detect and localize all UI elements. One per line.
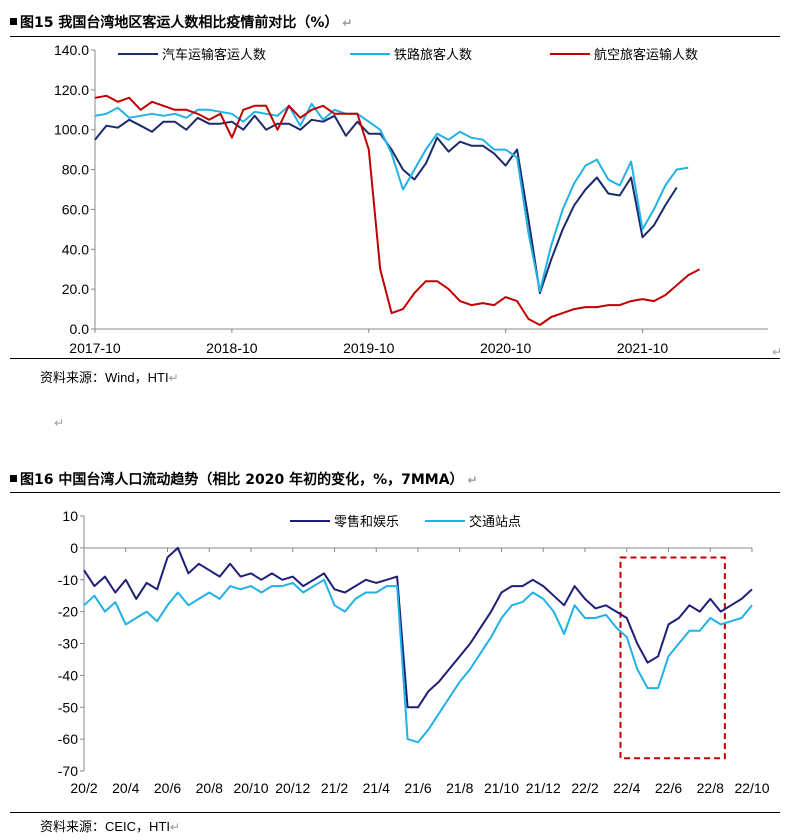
fig16-source: 资料来源：CEIC，HTI↵ <box>40 819 181 834</box>
fig16-x-tick-label: 20/10 <box>233 780 268 796</box>
fig15-series-line-3 <box>94 94 701 326</box>
fig16-y-tick-label: -70 <box>58 763 78 779</box>
fig16-x-tick-label: 20/8 <box>196 780 223 796</box>
fig16-highlight-box <box>619 556 726 760</box>
fig16-x-tick-label: 22/6 <box>655 780 682 796</box>
bullet-square-icon <box>10 17 17 25</box>
fig16-x-tick-label: 22/8 <box>697 780 724 796</box>
fig16-x-tick-label: 21/2 <box>321 780 348 796</box>
fig16-x-tick-label: 20/4 <box>112 780 139 796</box>
fig16-y-tick-label: -40 <box>58 667 78 683</box>
fig15-top-rule <box>10 36 780 37</box>
fig16-y-tick-label: 10 <box>62 508 78 524</box>
fig15-y-tick-label: 100.0 <box>54 122 89 138</box>
fig16-x-tick-label: 21/10 <box>484 780 519 796</box>
fig16-x-tick-label: 21/12 <box>526 780 561 796</box>
fig16-x-tick-label: 21/4 <box>363 780 390 796</box>
fig16-y-tick-label: -10 <box>58 572 78 588</box>
fig16-bottom-rule <box>10 812 780 813</box>
fig16-x-tick-label: 20/6 <box>154 780 181 796</box>
fig16-y-tick-label: -50 <box>58 699 78 715</box>
fig16-x-tick-label: 22/4 <box>613 780 640 796</box>
fig16-y-tick-label: -20 <box>58 604 78 620</box>
fig16-x-tick-label: 20/12 <box>275 780 310 796</box>
fig16-series-line-2 <box>83 578 753 744</box>
fig15-y-tick-label: 40.0 <box>62 241 89 257</box>
fig15-y-tick-label: 80.0 <box>62 162 89 178</box>
return-mark-icon: ↵ <box>467 473 478 487</box>
fig16-x-tick-label: 22/10 <box>734 780 769 796</box>
fig15-x-tick-label: 2018-10 <box>206 340 258 356</box>
fig16-y-tick-label: -60 <box>58 731 78 747</box>
fig16-series-line-1 <box>83 546 753 709</box>
return-mark-icon: ↵ <box>342 16 353 30</box>
fig15-legend-label: 航空旅客运输人数 <box>594 47 698 62</box>
fig16-legend-label: 零售和娱乐 <box>334 514 399 529</box>
fig15-x-tick-label: 2017-10 <box>69 340 121 356</box>
return-mark-icon: ↵ <box>54 416 65 430</box>
fig16-x-tick-label: 22/2 <box>571 780 598 796</box>
fig15-y-tick-label: 120.0 <box>54 82 89 98</box>
fig15-y-tick-label: 20.0 <box>62 281 89 297</box>
fig16-top-rule <box>10 492 780 493</box>
chart-fig15: 0.0 20.0 40.0 60.0 80.0 100.0 120.0 140.0 2017-1… <box>54 42 768 356</box>
fig16-y-tick-label: -30 <box>58 636 78 652</box>
fig15-x-tick-label: 2021-10 <box>617 340 669 356</box>
fig15-y-tick-label: 60.0 <box>62 201 89 217</box>
fig16-x-tick-label: 20/2 <box>70 780 97 796</box>
fig15-source: 资料来源：Wind，HTI↵ <box>40 370 179 385</box>
fig15-x-tick-label: 2020-10 <box>480 340 532 356</box>
fig15-title: 图15 我国台湾地区客运人数相比疫情前对比（%） ↵ <box>10 12 352 32</box>
fig15-legend-label: 铁路旅客人数 <box>394 47 472 62</box>
fig16-title: 图16 中国台湾人口流动趋势（相比 2020 年初的变化，%，7MMA） ↵ <box>10 469 478 489</box>
fig15-y-tick-label: 0.0 <box>70 321 90 337</box>
fig16-y-tick-label: 0 <box>70 540 78 556</box>
fig15-x-tick-label: 2019-10 <box>343 340 395 356</box>
fig15-y-tick-label: 140.0 <box>54 42 89 58</box>
fig16-x-tick-label: 21/8 <box>446 780 473 796</box>
return-mark-icon: ↵ <box>772 345 783 359</box>
fig15-series-line-2 <box>94 102 689 293</box>
fig15-legend-label: 汽车运输客运人数 <box>162 47 266 62</box>
fig16-legend-label: 交通站点 <box>469 514 521 529</box>
fig15-bottom-rule <box>10 358 780 359</box>
bullet-square-icon <box>10 474 17 482</box>
fig16-x-tick-label: 21/6 <box>404 780 431 796</box>
